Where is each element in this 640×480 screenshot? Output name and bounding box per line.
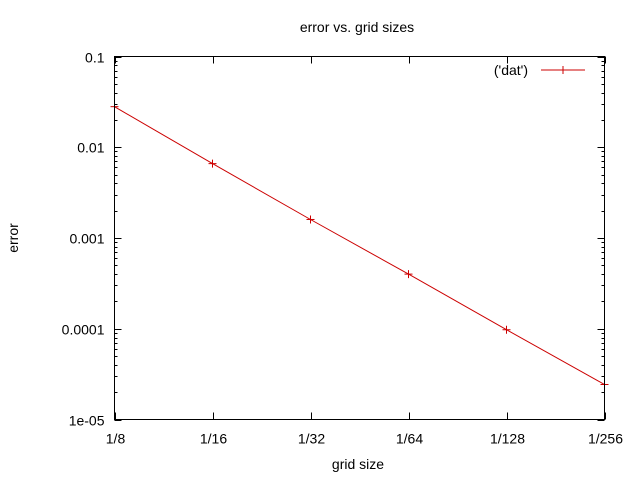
series-line	[114, 106, 605, 385]
legend-marker	[559, 66, 567, 74]
y-tick-label: 0.0001	[62, 322, 105, 338]
y-axis-title: error	[5, 223, 21, 253]
x-axis-title: grid size	[332, 456, 384, 472]
x-tick-label: 1/8	[106, 431, 126, 447]
x-tick-label: 1/256	[588, 431, 623, 447]
legend-label: ('dat')	[494, 62, 528, 78]
y-tick-label: 0.1	[85, 50, 105, 66]
data-point-marker	[404, 270, 413, 279]
y-tick-label: 0.01	[77, 140, 104, 156]
chart-title: error vs. grid sizes	[300, 19, 414, 35]
y-tick-label: 0.001	[69, 231, 104, 247]
data-point-marker	[208, 159, 217, 168]
data-point-marker	[502, 325, 511, 334]
x-tick-label: 1/32	[298, 431, 325, 447]
x-tick-label: 1/16	[200, 431, 227, 447]
x-tick-label: 1/128	[490, 431, 525, 447]
x-tick-label: 1/64	[396, 431, 423, 447]
plot-frame	[114, 56, 605, 420]
y-tick-label: 1e-05	[69, 413, 105, 429]
data-point-marker	[306, 215, 315, 224]
